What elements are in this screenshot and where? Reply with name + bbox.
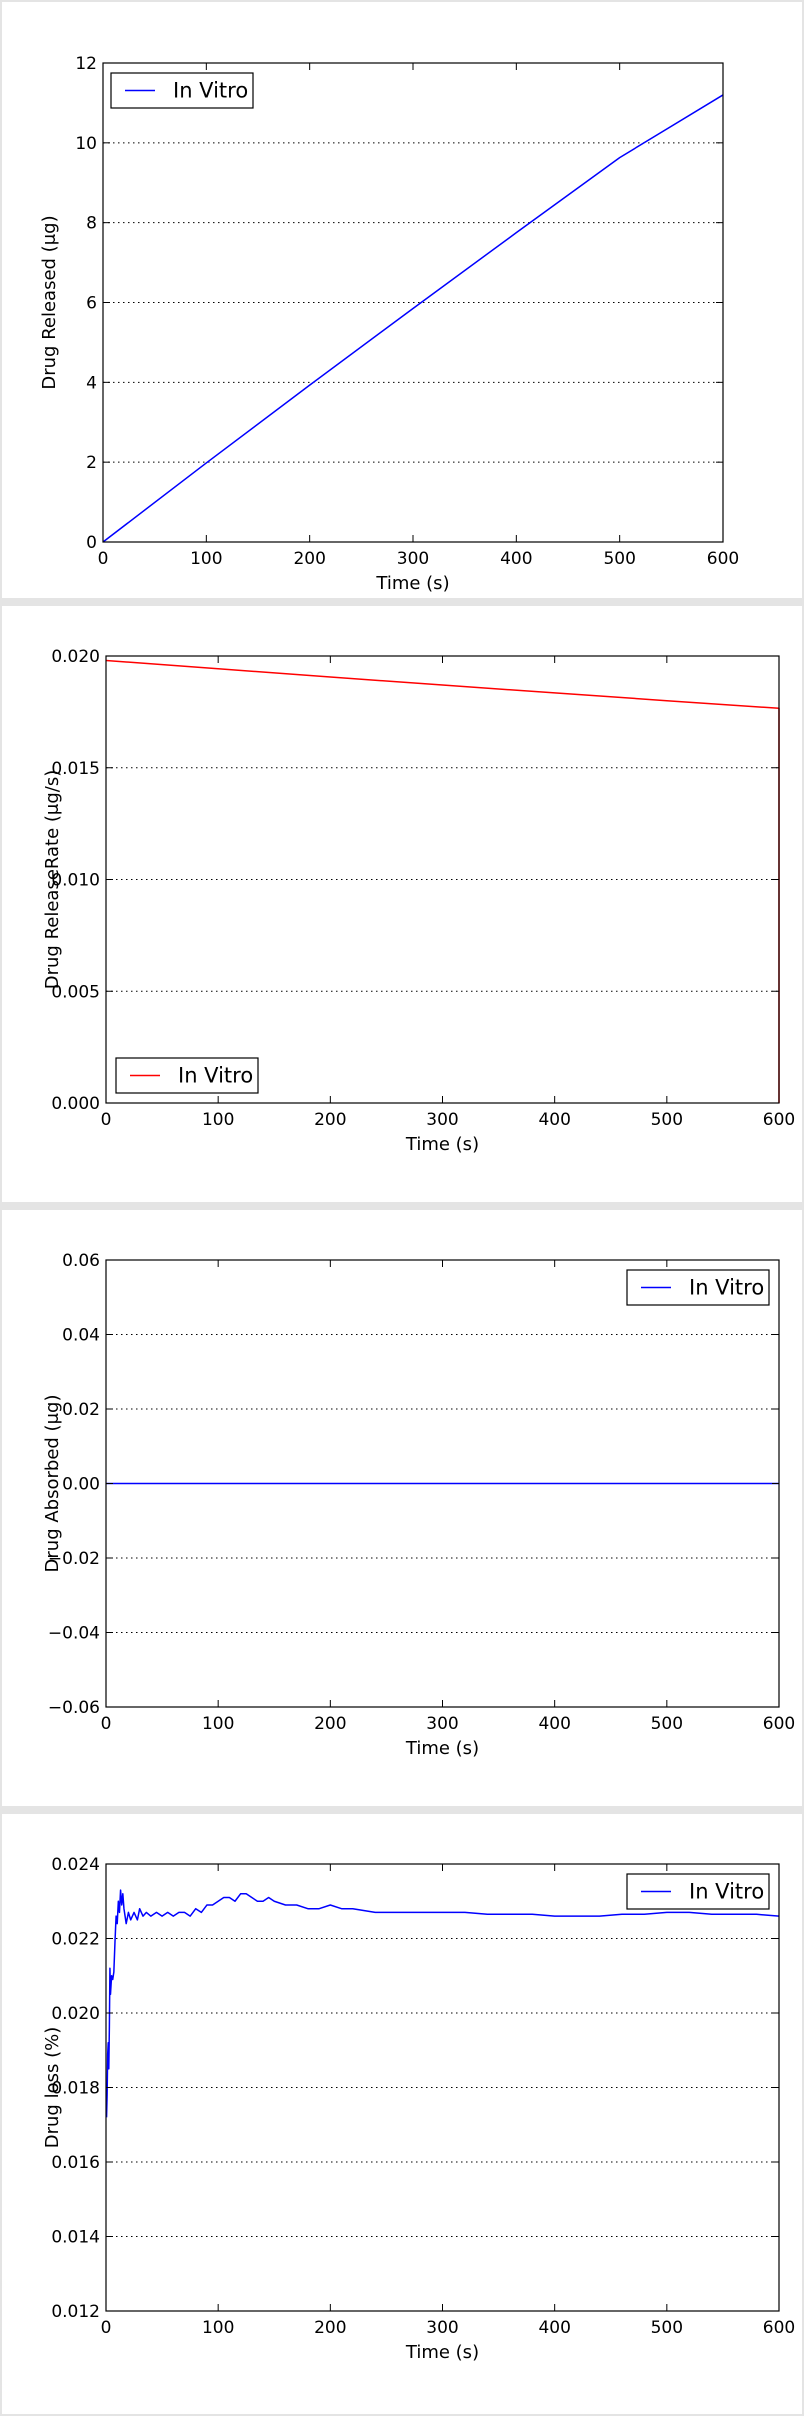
x-tick-label: 400 — [500, 549, 532, 569]
y-tick-label: 0.005 — [51, 982, 100, 1002]
chart-panel-drug-loss: 0.012 0.014 0.016 0.018 0.020 0.022 0.024 0 100… — [2, 1814, 802, 2414]
y-tick-label: 0.018 — [51, 2079, 100, 2099]
y-tick-label: 0.010 — [51, 871, 100, 891]
x-tick-labels: 0 100 200 300 400 500 600 — [101, 1110, 796, 1130]
ticks — [105, 1259, 780, 1708]
x-tick-label: 500 — [603, 549, 635, 569]
y-tick-label: −0.04 — [48, 1624, 100, 1644]
x-tick-label: 300 — [397, 549, 429, 569]
ticks — [105, 1863, 780, 2312]
x-tick-label: 400 — [538, 1714, 570, 1734]
x-tick-label: 600 — [763, 1714, 795, 1734]
y-tick-label: −0.02 — [48, 1549, 100, 1569]
x-tick-label: 600 — [707, 549, 739, 569]
x-tick-label: 100 — [190, 549, 222, 569]
ticks — [105, 655, 780, 1104]
x-tick-label: 100 — [202, 2318, 234, 2338]
x-axis-label: Time (s) — [405, 1134, 479, 1155]
x-tick-label: 300 — [426, 2318, 458, 2338]
chart-drug-released: 0 2 4 6 8 10 12 0 100 200 300 400 500 600 Time (s) D… — [39, 54, 740, 594]
x-tick-label: 0 — [98, 549, 109, 569]
y-axis-label: Drug Absorbed (μg) — [42, 1395, 63, 1573]
y-axis-label: Drug Released (μg) — [39, 215, 60, 389]
y-tick-label: 0.02 — [62, 1400, 100, 1420]
y-tick-label: 0.000 — [51, 1094, 100, 1114]
y-tick-label: 8 — [86, 214, 97, 234]
y-axis-label: Drug loss (%) — [42, 2027, 63, 2148]
y-tick-label: 0.022 — [51, 1930, 100, 1950]
x-tick-label: 200 — [314, 1110, 346, 1130]
x-tick-label: 0 — [101, 2318, 112, 2338]
y-tick-label: −0.06 — [48, 1698, 100, 1718]
y-tick-label: 2 — [86, 453, 97, 473]
x-tick-label: 200 — [314, 1714, 346, 1734]
x-tick-label: 200 — [314, 2318, 346, 2338]
series-line-0 — [102, 94, 724, 543]
chart-panel-drug-released: 0 2 4 6 8 10 12 0 100 200 300 400 500 600 Time (s) D… — [2, 2, 802, 598]
x-tick-labels: 0 100 200 300 400 500 600 — [101, 1714, 796, 1734]
x-tick-label: 300 — [426, 1714, 458, 1734]
series-line-0 — [105, 1889, 780, 2118]
ticks — [102, 62, 724, 543]
series-lines — [102, 94, 724, 543]
x-tick-label: 200 — [293, 549, 325, 569]
legend-label: In Vitro — [689, 1276, 764, 1300]
x-axis-label: Time (s) — [375, 573, 449, 594]
y-tick-label: 4 — [86, 373, 97, 393]
legend: In Vitro — [110, 72, 254, 109]
chart-drug-release-rate: 0.000 0.005 0.010 0.015 0.020 0 100 200 300 400 5… — [42, 647, 796, 1155]
legend-label: In Vitro — [689, 1880, 764, 1904]
series-lines — [105, 659, 780, 1103]
x-tick-label: 500 — [651, 2318, 683, 2338]
legend-label: In Vitro — [178, 1064, 253, 1088]
chart-drug-absorbed: −0.06 −0.04 −0.02 0.00 0.02 0.04 0.06 0 100 200 3… — [42, 1251, 796, 1759]
x-tick-labels: 0 100 200 300 400 500 600 — [98, 549, 740, 569]
chart-drug-loss: 0.012 0.014 0.016 0.018 0.020 0.022 0.024 0 100… — [42, 1855, 796, 2363]
x-tick-label: 100 — [202, 1110, 234, 1130]
y-tick-label: 0.014 — [51, 2228, 100, 2248]
x-axis-label: Time (s) — [405, 1738, 479, 1759]
y-tick-labels: 0.000 0.005 0.010 0.015 0.020 — [51, 647, 100, 1114]
x-tick-label: 500 — [651, 1714, 683, 1734]
x-axis-label: Time (s) — [405, 2342, 479, 2363]
x-tick-labels: 0 100 200 300 400 500 600 — [101, 2318, 796, 2338]
y-tick-labels: 0.012 0.014 0.016 0.018 0.020 0.022 0.024 — [51, 1855, 100, 2322]
legend: In Vitro — [626, 1269, 770, 1306]
x-tick-label: 500 — [651, 1110, 683, 1130]
y-tick-label: 6 — [86, 294, 97, 314]
series-lines — [105, 1889, 780, 2118]
y-tick-label: 0.024 — [51, 1855, 100, 1875]
legend-label: In Vitro — [173, 79, 248, 103]
y-tick-label: 0.016 — [51, 2153, 100, 2173]
y-tick-label: 0 — [86, 533, 97, 553]
x-tick-label: 600 — [763, 2318, 795, 2338]
y-tick-labels: −0.06 −0.04 −0.02 0.00 0.02 0.04 0.06 — [48, 1251, 100, 1718]
legend: In Vitro — [626, 1873, 770, 1910]
x-tick-label: 400 — [538, 1110, 570, 1130]
x-tick-label: 400 — [538, 2318, 570, 2338]
x-tick-label: 0 — [101, 1714, 112, 1734]
y-tick-label: 0.00 — [62, 1475, 100, 1495]
y-tick-label: 12 — [75, 54, 97, 74]
y-tick-label: 0.06 — [62, 1251, 100, 1271]
x-tick-label: 300 — [426, 1110, 458, 1130]
y-tick-label: 10 — [75, 134, 97, 154]
chart-panel-drug-release-rate: 0.000 0.005 0.010 0.015 0.020 0 100 200 300 400 5… — [2, 606, 802, 1202]
y-tick-label: 0.012 — [51, 2302, 100, 2322]
y-tick-label: 0.04 — [62, 1326, 100, 1346]
series-line-0 — [105, 659, 780, 1103]
y-tick-label: 0.015 — [51, 759, 100, 779]
y-axis-label: Drug ReleaseRate (μg/s) — [42, 770, 63, 990]
y-tick-label: 0.020 — [51, 2004, 100, 2024]
chart-panel-drug-absorbed: −0.06 −0.04 −0.02 0.00 0.02 0.04 0.06 0 100 200 3… — [2, 1210, 802, 1806]
y-tick-label: 0.020 — [51, 647, 100, 667]
x-tick-label: 0 — [101, 1110, 112, 1130]
x-tick-label: 600 — [763, 1110, 795, 1130]
x-tick-label: 100 — [202, 1714, 234, 1734]
y-tick-labels: 0 2 4 6 8 10 12 — [75, 54, 97, 553]
legend: In Vitro — [115, 1057, 259, 1094]
